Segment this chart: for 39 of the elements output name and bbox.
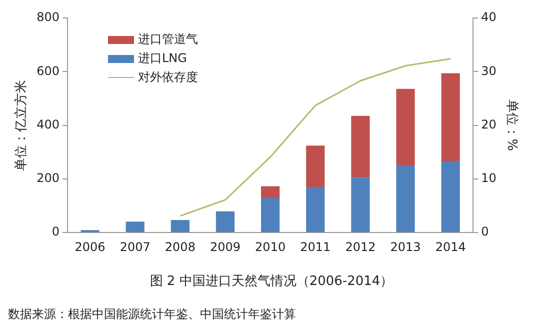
bar xyxy=(441,160,460,232)
x-tick-label: 2014 xyxy=(435,240,466,254)
bar xyxy=(396,165,415,232)
x-tick-label: 2008 xyxy=(164,240,196,254)
x-tick-label: 2007 xyxy=(120,240,150,254)
bar xyxy=(351,178,370,232)
y-tick-label: 800 xyxy=(36,10,60,24)
x-tick-label: 2009 xyxy=(210,240,241,254)
y-tick-label: 400 xyxy=(36,117,60,132)
y-tick-label: 200 xyxy=(36,171,60,186)
y2-tick-label: 20 xyxy=(481,117,496,132)
bar xyxy=(261,198,280,232)
x-tick-label: 2013 xyxy=(390,240,421,254)
y-tick-label: 600 xyxy=(36,64,60,78)
bar xyxy=(441,73,460,161)
bar xyxy=(261,186,280,198)
x-tick-label: 2006 xyxy=(74,240,106,254)
y-tick-label: 0 xyxy=(52,224,60,239)
x-tick-label: 2010 xyxy=(255,240,286,254)
y-axis-title: 单位：亿立方米 xyxy=(13,80,30,171)
y2-tick-label: 10 xyxy=(481,171,496,186)
x-tick-label: 2011 xyxy=(300,240,331,254)
bar xyxy=(126,222,144,232)
legend-label: 对外依存度 xyxy=(138,69,198,86)
bar xyxy=(306,187,325,232)
y2-tick-label: 30 xyxy=(481,64,496,78)
bar xyxy=(306,146,325,187)
bar xyxy=(170,220,190,232)
legend-label: 进口管道气 xyxy=(138,31,198,48)
bar xyxy=(216,211,235,232)
y2-tick-label: 0 xyxy=(481,224,489,239)
bar xyxy=(351,116,370,178)
source-note: 数据来源：根据中国能源统计年鉴、中国统计年鉴计算 xyxy=(8,306,296,323)
bar xyxy=(396,88,415,165)
y2-axis-title: 单位：% xyxy=(504,100,519,151)
y2-tick-label: 40 xyxy=(481,10,496,24)
text: 图 2 中国进口天然气情况（2006-2014） xyxy=(148,273,394,290)
x-tick-label: 2012 xyxy=(345,240,376,254)
legend-label: 进口LNG xyxy=(138,50,187,67)
